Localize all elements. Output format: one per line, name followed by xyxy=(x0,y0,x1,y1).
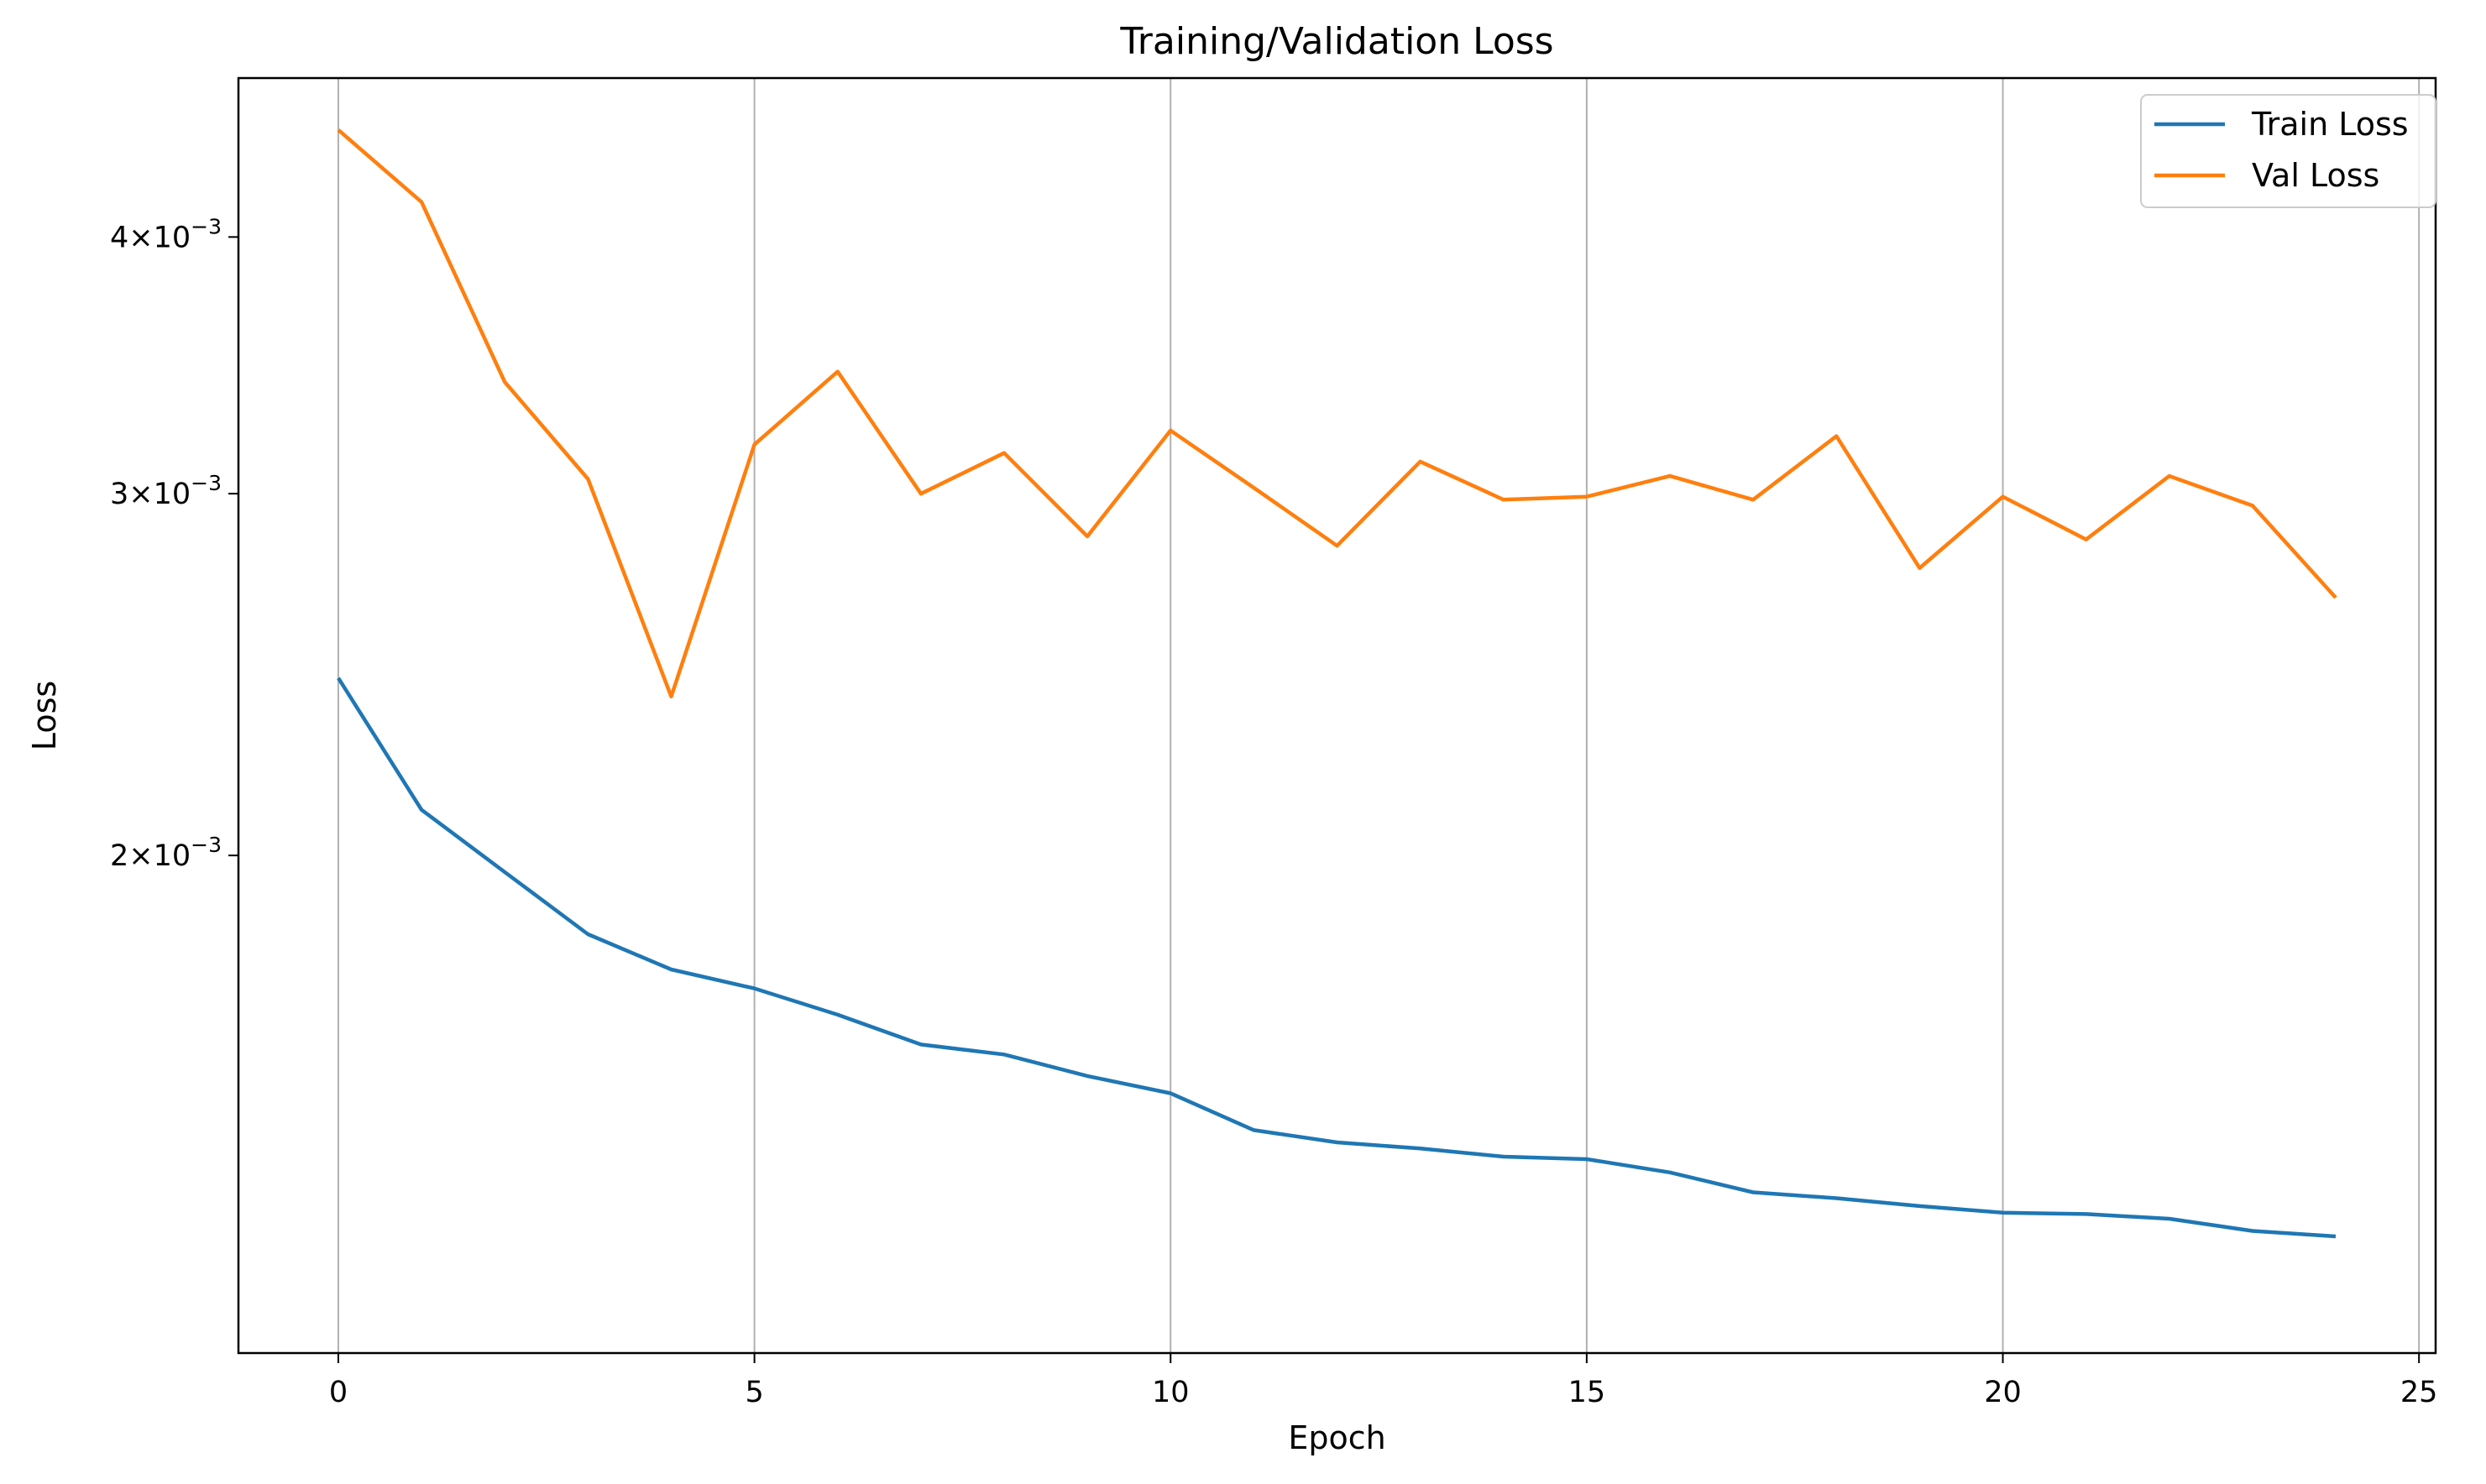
series-line-train-loss xyxy=(337,677,2337,1239)
y-tick-mantissa: 2 xyxy=(110,839,128,873)
y-tick-label: 3×10−3 xyxy=(110,471,222,511)
series-line-val-loss xyxy=(337,128,2337,699)
chart-title: Training/Validation Loss xyxy=(1119,20,1553,63)
y-axis-label: Loss xyxy=(26,681,63,750)
x-axis-label: Epoch xyxy=(1288,1419,1385,1456)
y-tick-mantissa: 4 xyxy=(110,221,128,254)
x-tick-label: 25 xyxy=(2400,1376,2438,1409)
y-tick-times: × xyxy=(128,221,153,254)
legend: Train Loss Val Loss xyxy=(2140,94,2436,208)
plot-frame xyxy=(237,76,2437,1355)
y-tick-base: 10 xyxy=(154,221,191,254)
x-tick-label: 5 xyxy=(745,1376,763,1409)
legend-label-train-loss: Train Loss xyxy=(2251,106,2409,143)
y-tick-times: × xyxy=(128,839,153,873)
legend-label-val-loss: Val Loss xyxy=(2252,157,2379,194)
y-tick-base: 10 xyxy=(154,839,191,873)
x-axis-ticks: 0 5 10 15 20 25 xyxy=(329,1353,2438,1409)
x-tick-label: 20 xyxy=(1984,1376,2022,1409)
y-axis-ticks: 2×10−33×10−34×10−3 xyxy=(110,214,238,873)
x-tick-label: 15 xyxy=(1568,1376,1606,1409)
x-tick-label: 0 xyxy=(329,1376,348,1409)
y-tick-exponent: −3 xyxy=(191,471,222,495)
y-tick-mantissa: 3 xyxy=(110,478,128,511)
y-tick-label: 2×10−3 xyxy=(110,833,222,873)
x-tick-label: 10 xyxy=(1152,1376,1190,1409)
y-tick-label: 4×10−3 xyxy=(110,214,222,254)
y-tick-base: 10 xyxy=(154,478,191,511)
x-gridlines xyxy=(337,78,2421,1353)
y-tick-exponent: −3 xyxy=(191,833,222,857)
series-lines xyxy=(337,128,2337,1239)
y-tick-exponent: −3 xyxy=(191,214,222,238)
y-tick-times: × xyxy=(128,478,153,511)
